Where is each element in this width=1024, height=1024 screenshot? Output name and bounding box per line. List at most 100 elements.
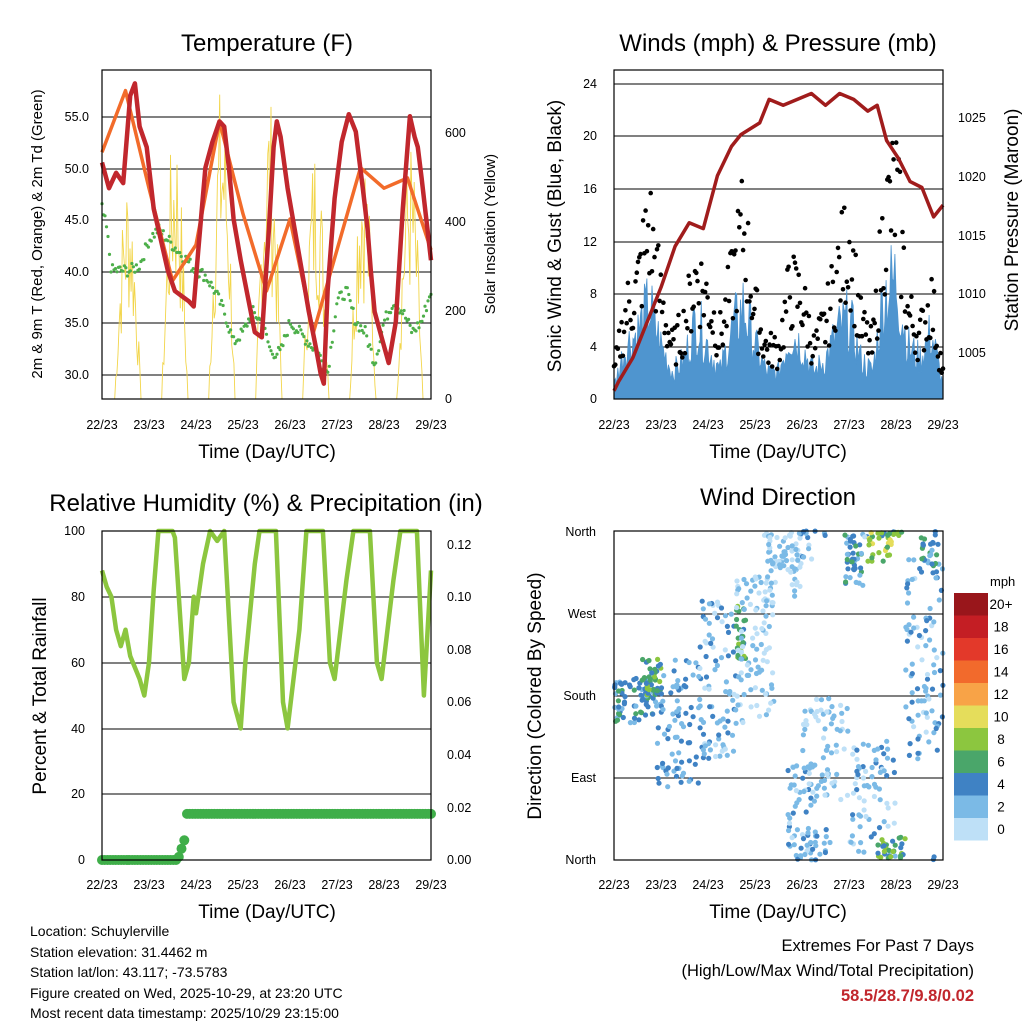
colorbar-label: 20+ bbox=[990, 597, 1013, 612]
colorbar-label: 14 bbox=[993, 665, 1009, 680]
direction-point bbox=[716, 732, 722, 738]
direction-point bbox=[937, 692, 944, 698]
gust-point bbox=[902, 309, 908, 314]
winds-xlabel: Time (Day/UTC) bbox=[709, 442, 847, 463]
direction-point bbox=[931, 669, 938, 676]
direction-point bbox=[733, 720, 739, 726]
colorbar-label: 12 bbox=[993, 687, 1008, 702]
dewpoint-point bbox=[179, 254, 183, 259]
gust-point bbox=[658, 272, 664, 278]
direction-xtick: 25/23 bbox=[739, 878, 770, 892]
dewpoint-point bbox=[278, 348, 282, 352]
gust-point bbox=[686, 273, 691, 279]
gust-point bbox=[777, 357, 783, 363]
gust-point bbox=[844, 279, 850, 285]
dewpoint-point bbox=[369, 347, 373, 351]
temperature-xtick: 24/23 bbox=[180, 418, 211, 432]
gust-point bbox=[767, 342, 772, 347]
direction-point bbox=[919, 556, 925, 562]
direction-point bbox=[802, 708, 808, 714]
direction-point bbox=[892, 800, 898, 806]
direction-point bbox=[860, 741, 866, 747]
dewpoint-point bbox=[326, 370, 330, 374]
direction-point bbox=[752, 657, 759, 663]
direction-point bbox=[678, 738, 685, 744]
direction-point bbox=[709, 636, 716, 642]
winds-y2ticks: 1005 1010 1015 1020 1025 bbox=[958, 111, 986, 360]
direction-point bbox=[834, 771, 840, 778]
direction-point bbox=[911, 557, 917, 563]
direction-point bbox=[633, 703, 639, 709]
direction-xtick: 22/23 bbox=[598, 878, 629, 892]
gust-point bbox=[797, 300, 803, 306]
dewpoint-point bbox=[302, 335, 306, 339]
gust-point bbox=[659, 309, 665, 315]
gust-point bbox=[815, 336, 820, 342]
humidity-xtick: 29/23 bbox=[415, 878, 446, 892]
gust-point bbox=[823, 339, 828, 345]
direction-point bbox=[620, 714, 626, 721]
humidity-y2tick: 0.06 bbox=[447, 695, 471, 709]
direction-point bbox=[730, 649, 737, 655]
direction-point bbox=[683, 710, 689, 716]
direction-point bbox=[875, 850, 881, 856]
direction-point bbox=[763, 580, 769, 586]
direction-point bbox=[622, 694, 628, 700]
dewpoint-point bbox=[288, 322, 292, 326]
direction-point bbox=[643, 680, 650, 687]
direction-title: Wind Direction bbox=[700, 484, 856, 511]
colorbar-swatch bbox=[954, 660, 988, 683]
direction-point bbox=[633, 711, 639, 717]
direction-point bbox=[661, 673, 667, 679]
direction-point bbox=[929, 708, 935, 714]
dewpoint-point bbox=[357, 329, 361, 333]
direction-point bbox=[909, 661, 915, 667]
gust-point bbox=[654, 247, 660, 252]
gust-point bbox=[806, 313, 812, 319]
dewpoint-point bbox=[384, 310, 388, 314]
direction-point bbox=[758, 641, 764, 648]
gust-point bbox=[824, 318, 829, 324]
humidity-xtick: 25/23 bbox=[227, 878, 258, 892]
direction-point bbox=[860, 582, 866, 588]
gust-point bbox=[916, 330, 922, 336]
gust-point bbox=[661, 300, 666, 306]
dewpoint-point bbox=[383, 318, 387, 322]
direction-point bbox=[888, 854, 894, 860]
direction-point bbox=[828, 750, 835, 756]
direction-point bbox=[849, 559, 855, 565]
gust-point bbox=[849, 277, 855, 282]
dewpoint-point bbox=[269, 349, 273, 353]
direction-point bbox=[789, 548, 795, 554]
direction-point bbox=[733, 623, 739, 629]
dewpoint-point bbox=[368, 343, 372, 347]
direction-point bbox=[631, 677, 637, 683]
dewpoint-point bbox=[270, 352, 275, 356]
direction-point bbox=[855, 772, 861, 778]
humidity-ylabel: Percent & Total Rainfall bbox=[30, 597, 51, 794]
dewpoint-point bbox=[359, 324, 363, 328]
direction-point bbox=[881, 819, 887, 825]
temperature-ytick: 35.0 bbox=[65, 316, 89, 330]
solar-insolation-line bbox=[255, 106, 283, 400]
direction-point bbox=[789, 557, 795, 563]
gust-point bbox=[643, 208, 648, 213]
direction-point bbox=[740, 719, 746, 726]
direction-point bbox=[717, 753, 723, 759]
direction-point bbox=[822, 532, 828, 539]
direction-point bbox=[808, 839, 814, 846]
direction-xtick: 26/23 bbox=[786, 878, 817, 892]
gust-point bbox=[858, 295, 864, 300]
dewpoint-point bbox=[206, 280, 210, 284]
direction-point bbox=[739, 600, 745, 606]
direction-point bbox=[768, 700, 774, 706]
direction-point bbox=[869, 764, 875, 771]
gust-point bbox=[631, 310, 637, 316]
dewpoint-point bbox=[300, 332, 304, 336]
direction-point bbox=[801, 765, 807, 771]
direction-point bbox=[854, 787, 860, 793]
direction-point bbox=[827, 839, 833, 846]
gust-point bbox=[625, 280, 631, 286]
direction-point bbox=[903, 704, 909, 710]
direction-point bbox=[798, 853, 804, 859]
